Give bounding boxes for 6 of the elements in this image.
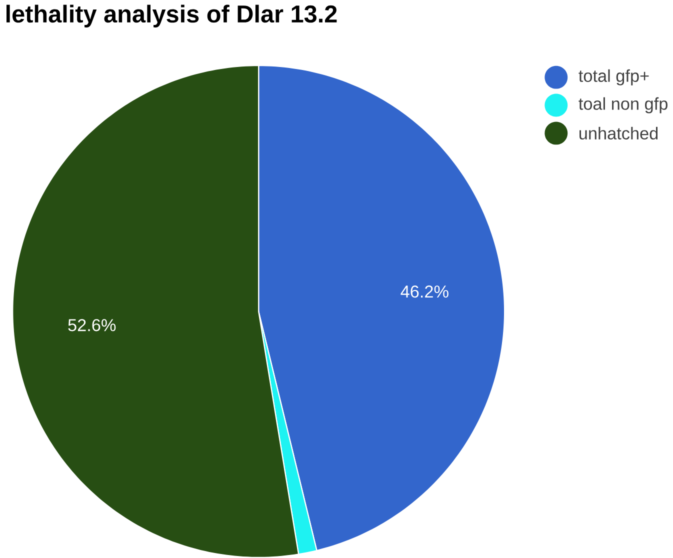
data-label: 52.6% bbox=[68, 319, 116, 332]
legend-label: unhatched bbox=[580, 126, 658, 140]
data-label: 46.2% bbox=[400, 285, 448, 298]
legend-label: toal non gfp bbox=[578, 97, 668, 114]
legend-label: total gfp+ bbox=[578, 69, 649, 86]
chart-title: lethality analysis of Dlar 13.2 bbox=[6, 4, 337, 28]
